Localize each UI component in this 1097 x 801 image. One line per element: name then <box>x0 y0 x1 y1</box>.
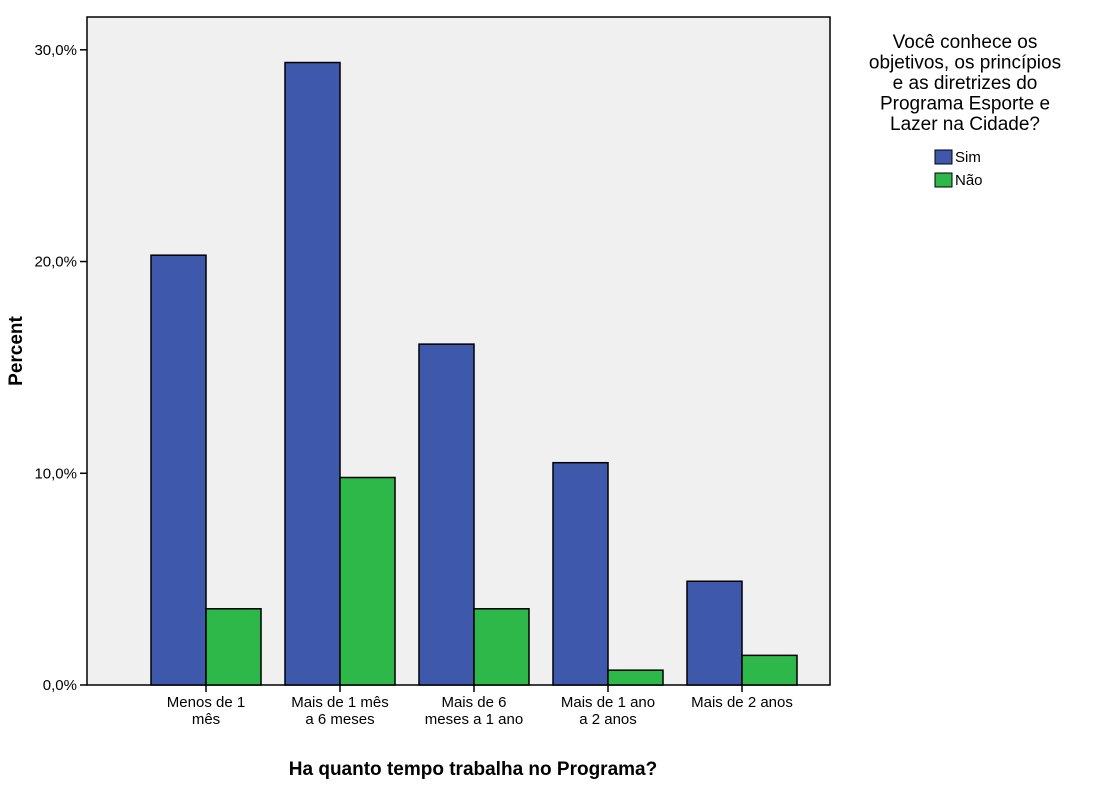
bar <box>150 254 207 686</box>
legend-title: Você conhece os objetivos, os princípios e… <box>869 32 1061 135</box>
bar <box>607 669 664 686</box>
bar <box>284 61 341 686</box>
x-tick-label: Mais de 1 ano a 2 anos <box>561 694 655 728</box>
legend-title-line: Você conhece os <box>893 32 1038 53</box>
bar <box>473 608 530 686</box>
bar <box>339 476 396 686</box>
x-tick-label-line: Menos de 1 <box>167 694 245 711</box>
x-tick-label: Mais de 1 mês a 6 meses <box>291 694 389 728</box>
x-tick-label-line: a 2 anos <box>579 711 637 728</box>
legend-label: Não <box>955 172 983 189</box>
legend-title-line: e as diretrizes do <box>893 73 1038 94</box>
legend-swatch <box>934 172 953 188</box>
x-tick-label-line: mês <box>192 711 220 728</box>
legend-title-line: Lazer na Cidade? <box>890 114 1040 135</box>
y-axis-title: Percent <box>6 315 27 385</box>
y-tick-label: 0,0% <box>43 677 77 694</box>
x-tick-label-line: Mais de 2 anos <box>691 694 793 711</box>
x-tick-label-line: meses a 1 ano <box>425 711 523 728</box>
x-tick-label-line: Mais de 6 <box>441 694 506 711</box>
legend-label: Sim <box>955 149 981 166</box>
bar <box>741 654 798 686</box>
y-tick-label: 20,0% <box>34 254 77 271</box>
x-tick-label-line: Mais de 1 mês <box>291 694 389 711</box>
x-tick-label: Mais de 6 meses a 1 ano <box>425 694 523 728</box>
x-tick-label: Mais de 2 anos <box>691 694 793 711</box>
x-tick-label: Menos de 1 mês <box>167 694 245 728</box>
bar <box>205 608 262 686</box>
x-axis-title: Ha quanto tempo trabalha no Programa? <box>289 759 657 780</box>
legend-title-line: objetivos, os princípios <box>869 53 1061 74</box>
bar <box>552 461 609 686</box>
x-tick-label-line: Mais de 1 ano <box>561 694 655 711</box>
bar <box>418 343 475 686</box>
y-tick-label: 30,0% <box>34 42 77 59</box>
legend-title-line: Programa Esporte e <box>880 94 1050 115</box>
legend-swatch <box>934 149 953 165</box>
y-tick-label: 10,0% <box>34 465 77 482</box>
x-tick-label-line: a 6 meses <box>305 711 374 728</box>
bar <box>686 580 743 686</box>
